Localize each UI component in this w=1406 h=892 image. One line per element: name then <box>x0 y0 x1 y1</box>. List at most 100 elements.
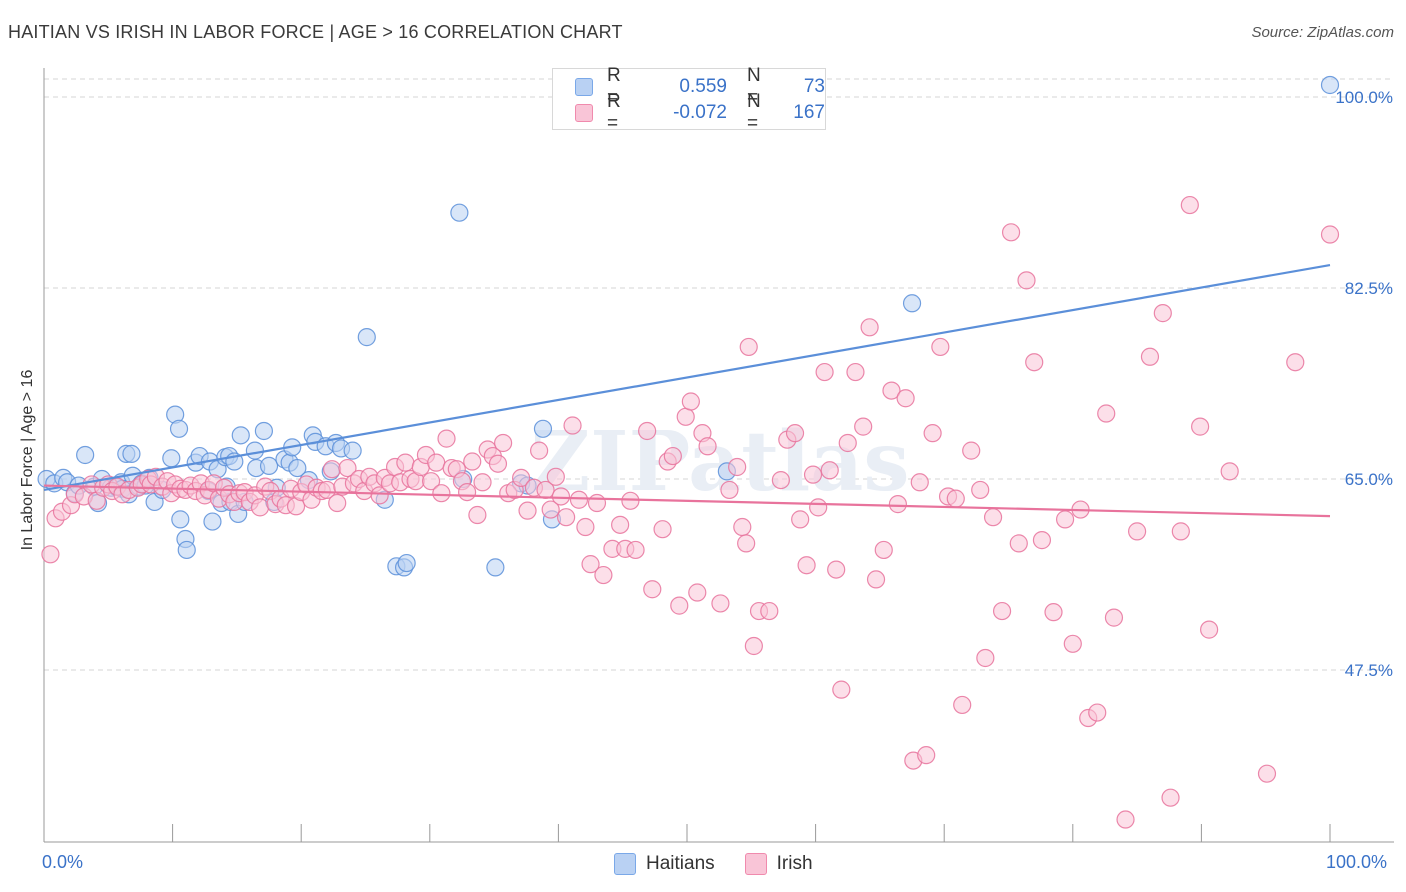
x-axis-max-label: 100.0% <box>1326 852 1388 872</box>
data-point-irish <box>809 498 828 517</box>
data-point-irish <box>1097 404 1116 423</box>
data-point-haitians <box>450 203 469 222</box>
data-point-irish <box>643 580 662 599</box>
data-point-irish <box>797 556 816 575</box>
legend-row-haitians: R = 0.559 N = 73 <box>575 65 825 108</box>
data-point-irish <box>338 458 357 478</box>
data-point-haitians <box>486 558 505 577</box>
data-point-irish <box>494 433 513 453</box>
data-point-irish <box>1191 417 1210 436</box>
data-point-haitians <box>288 458 307 478</box>
data-point-irish <box>663 446 682 466</box>
n-label: N = <box>746 65 761 108</box>
legend-item-haitians: Haitians <box>614 853 715 875</box>
y-tick-label: 100.0% <box>1335 88 1393 107</box>
r-value: 0.559 <box>679 76 727 97</box>
data-point-irish <box>946 489 965 508</box>
data-point-irish <box>1104 608 1124 627</box>
data-point-irish <box>1320 225 1340 244</box>
data-point-irish <box>626 540 645 560</box>
y-tick-label: 65.0% <box>1345 470 1393 489</box>
data-point-irish <box>1257 764 1277 783</box>
data-point-irish <box>676 407 695 426</box>
data-point-irish <box>971 480 990 500</box>
data-point-irish <box>1017 271 1036 290</box>
data-point-irish <box>737 534 756 553</box>
data-point-irish <box>551 487 571 506</box>
y-tick-label: 47.5% <box>1345 661 1393 680</box>
source-credit: Source: ZipAtlas.com <box>1251 24 1394 41</box>
data-point-irish <box>576 517 595 537</box>
data-point-irish <box>1127 522 1147 541</box>
haitians-swatch <box>575 78 593 96</box>
trend-line-haitians <box>43 263 1331 491</box>
data-point-irish <box>1063 634 1082 653</box>
n-label: N = <box>746 91 761 134</box>
data-point-irish <box>860 318 879 337</box>
data-point-haitians <box>76 445 95 465</box>
data-point-irish <box>1009 534 1028 553</box>
data-point-irish <box>468 505 487 525</box>
data-point-irish <box>1116 810 1135 829</box>
data-point-irish <box>488 454 508 473</box>
legend-label-haitians: Haitians <box>646 853 715 874</box>
data-point-irish <box>854 417 873 436</box>
data-point-irish <box>698 437 717 456</box>
haitians-legend-swatch <box>614 853 636 875</box>
data-point-irish <box>670 596 689 615</box>
data-point-irish <box>803 465 823 484</box>
data-point-haitians <box>169 419 189 438</box>
data-point-irish <box>541 500 560 519</box>
data-point-irish <box>594 565 613 585</box>
data-point-irish <box>328 493 347 513</box>
data-point-irish <box>1088 703 1107 722</box>
data-point-irish <box>744 636 763 656</box>
data-point-irish <box>1161 788 1180 807</box>
data-point-irish <box>820 461 839 480</box>
correlation-legend: R = 0.559 N = 73 R = -0.072 N = 167 <box>552 65 826 134</box>
data-point-irish <box>910 473 929 492</box>
data-point-irish <box>711 594 730 613</box>
trend-line-irish <box>43 484 1331 518</box>
data-point-irish <box>1001 223 1021 242</box>
data-point-haitians <box>902 294 922 313</box>
data-point-irish <box>832 680 851 699</box>
data-point-irish <box>621 491 640 510</box>
data-point-irish <box>41 545 60 564</box>
data-point-irish <box>473 473 492 492</box>
data-point-irish <box>785 424 805 443</box>
x-axis-min-label: 0.0% <box>42 852 84 872</box>
data-point-irish <box>1055 510 1075 529</box>
data-point-irish <box>432 484 451 503</box>
data-point-irish <box>771 470 790 490</box>
y-tick-label: 82.5% <box>1345 279 1393 298</box>
data-point-irish <box>866 570 886 589</box>
data-point-haitians <box>245 441 265 460</box>
data-point-irish <box>587 493 607 513</box>
data-point-irish <box>1032 531 1052 550</box>
data-point-irish <box>1025 353 1044 372</box>
data-point-irish <box>720 480 739 500</box>
data-point-irish <box>530 441 549 460</box>
data-point-irish <box>1286 353 1305 372</box>
data-point-irish <box>437 429 456 448</box>
data-point-irish <box>1200 620 1219 639</box>
data-point-haitians <box>231 426 250 445</box>
data-point-irish <box>846 362 865 382</box>
data-point-irish <box>250 498 270 517</box>
chart-title: HAITIAN VS IRISH IN LABOR FORCE | AGE > … <box>8 22 623 42</box>
r-value: -0.072 <box>673 102 727 123</box>
data-point-haitians <box>343 441 362 460</box>
data-point-irish <box>638 421 657 441</box>
data-point-irish <box>992 601 1012 621</box>
data-point-haitians <box>254 421 274 441</box>
data-point-irish <box>463 452 482 471</box>
data-point-haitians <box>259 456 279 476</box>
data-point-irish <box>518 501 537 520</box>
data-point-irish <box>563 416 582 435</box>
data-point-irish <box>427 453 446 472</box>
data-point-irish <box>569 490 589 509</box>
data-point-haitians <box>171 510 190 529</box>
data-point-haitians <box>203 512 222 531</box>
